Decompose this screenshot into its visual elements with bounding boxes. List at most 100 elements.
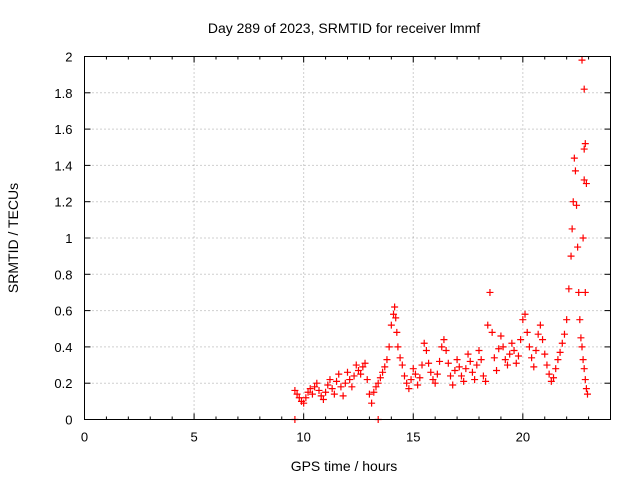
data-point [381, 363, 389, 371]
data-point [552, 365, 560, 373]
data-point [352, 361, 360, 369]
data-point [295, 394, 303, 402]
data-point [580, 365, 588, 373]
data-point [545, 370, 553, 378]
data-point [350, 372, 358, 380]
data-point [391, 303, 399, 311]
data-point [471, 376, 479, 384]
data-point [422, 347, 430, 355]
data-point [475, 347, 483, 355]
data-point [554, 356, 562, 364]
data-point [354, 366, 362, 374]
data-point [536, 321, 544, 329]
grid-layer [84, 56, 611, 420]
data-point [560, 330, 568, 338]
data-point [400, 372, 408, 380]
data-point [418, 361, 426, 369]
data-point [581, 288, 589, 296]
data-point [416, 374, 424, 382]
data-point [521, 310, 529, 318]
data-point [398, 361, 406, 369]
data-point [565, 285, 573, 293]
data-point [508, 339, 516, 347]
data-point [447, 372, 455, 380]
x-tick-label: 15 [406, 430, 420, 445]
data-point [319, 396, 327, 404]
x-tick-label: 20 [516, 430, 530, 445]
data-point [440, 336, 448, 344]
data-point [512, 359, 520, 367]
data-point [523, 328, 531, 336]
data-point [374, 379, 382, 387]
data-point [431, 379, 439, 387]
data-point [570, 154, 578, 162]
data-point [359, 363, 367, 371]
data-point [414, 381, 422, 389]
data-point [514, 352, 522, 360]
data-point [482, 377, 490, 385]
data-point [477, 356, 485, 364]
data-point [405, 385, 413, 393]
data-point [348, 383, 356, 391]
data-point [420, 339, 428, 347]
data-point [486, 288, 494, 296]
data-point [442, 347, 450, 355]
data-point [582, 180, 590, 188]
data-point [534, 330, 542, 338]
data-point [341, 379, 349, 387]
data-point [372, 383, 380, 391]
data-point [365, 390, 373, 398]
data-point [344, 368, 351, 376]
data-point [573, 201, 581, 209]
data-point [457, 372, 465, 380]
data-point [337, 383, 345, 391]
data-point [581, 140, 589, 148]
data-point [571, 167, 579, 175]
data-point [525, 343, 533, 351]
data-point [466, 357, 474, 365]
data-point [436, 357, 444, 365]
data-point [403, 379, 411, 387]
data-point [407, 376, 415, 384]
data-point [510, 347, 518, 355]
data-point [517, 336, 525, 344]
data-point [543, 361, 551, 369]
data-point [385, 343, 393, 351]
data-point [550, 374, 558, 382]
data-point [583, 390, 591, 398]
data-point [383, 356, 391, 364]
data-point [335, 370, 343, 378]
data-point [322, 388, 330, 396]
data-point [464, 350, 472, 358]
data-layer [291, 56, 591, 423]
data-point [453, 356, 461, 364]
data-point [368, 399, 376, 407]
data-point [370, 388, 378, 396]
data-point [387, 321, 395, 329]
data-point [451, 366, 459, 374]
y-tick-label: 0.4 [54, 340, 72, 355]
data-point [313, 379, 321, 387]
data-point [506, 350, 514, 358]
data-point [581, 376, 589, 384]
data-point [569, 198, 577, 206]
y-tick-label: 1.6 [54, 122, 72, 137]
data-point [438, 343, 446, 351]
data-point [580, 176, 588, 184]
data-point [556, 348, 564, 356]
data-point [411, 370, 419, 378]
data-point [300, 399, 308, 407]
chart-title: Day 289 of 2023, SRMTID for receiver lmm… [208, 20, 480, 36]
data-point [519, 316, 527, 324]
data-point [577, 334, 585, 342]
y-tick-label: 1 [65, 231, 72, 246]
x-tick-label: 0 [81, 430, 88, 445]
data-point [357, 370, 365, 378]
y-tick-label: 0.8 [54, 267, 72, 282]
data-point [396, 354, 404, 362]
y-tick-label: 0 [65, 413, 72, 428]
data-point [311, 383, 319, 391]
y-tick-label: 2 [65, 50, 72, 65]
data-point [304, 388, 312, 396]
